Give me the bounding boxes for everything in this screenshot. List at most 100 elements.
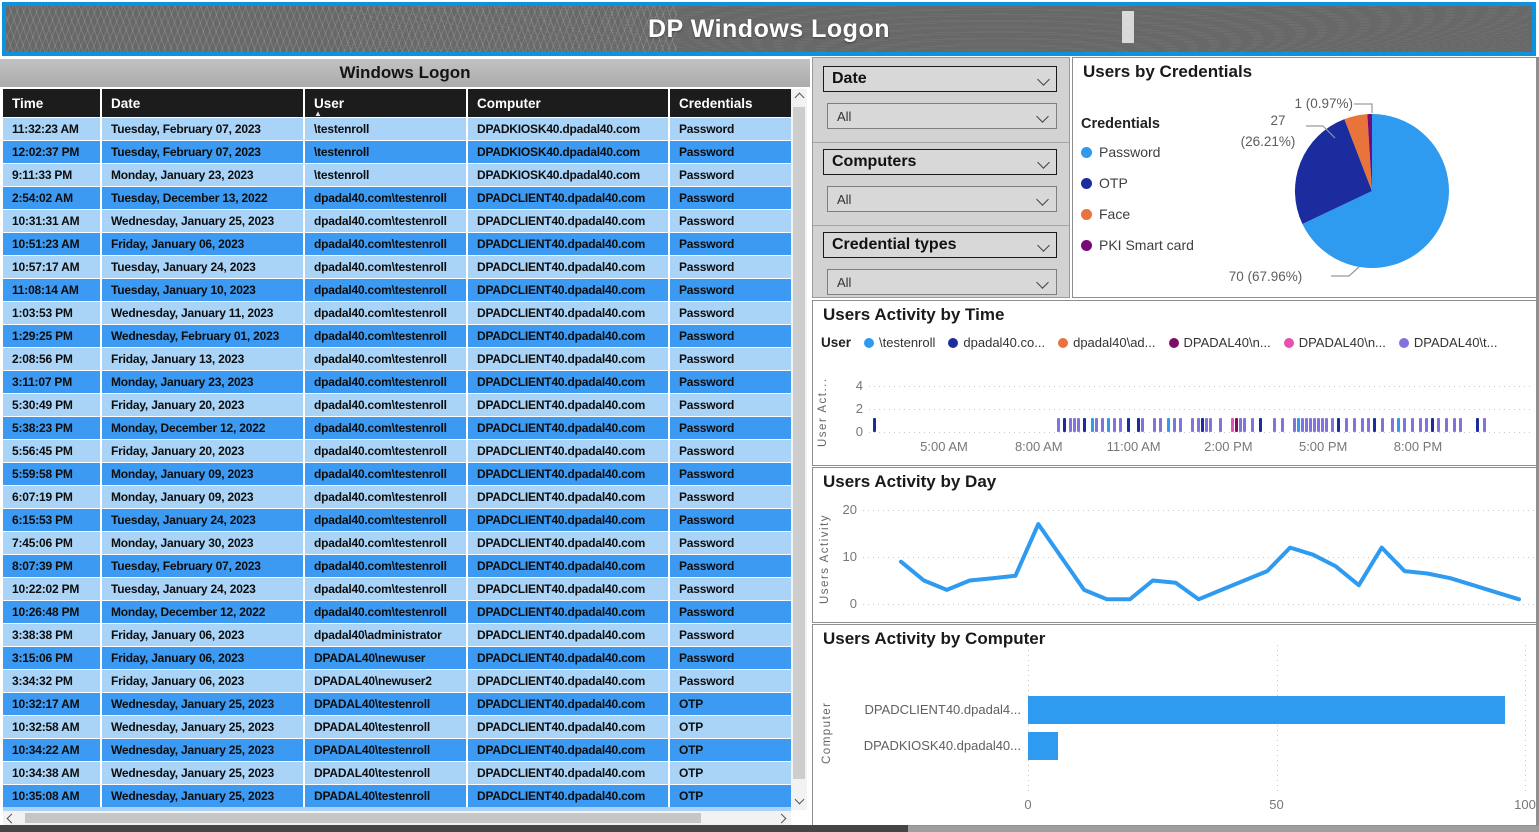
table-cell[interactable]: DPADCLIENT40.dpadal40.com	[468, 670, 668, 692]
table-cell[interactable]: DPADAL40\testenroll	[305, 785, 466, 807]
table-cell[interactable]: Password	[670, 509, 791, 531]
table-cell[interactable]: Monday, December 12, 2022	[102, 601, 303, 623]
pie-legend-item-otp[interactable]: OTP	[1081, 173, 1128, 193]
column-header-user[interactable]: User ▲	[305, 89, 466, 118]
table-cell[interactable]: \testenroll	[305, 164, 466, 186]
table-cell[interactable]: 10:34:38 AM	[3, 762, 100, 784]
table-cell[interactable]: Password	[670, 279, 791, 301]
column-header-credentials[interactable]: Credentials	[670, 89, 791, 117]
table-cell[interactable]: Friday, January 06, 2023	[102, 670, 303, 692]
table-cell[interactable]: Password	[670, 187, 791, 209]
pie-slice-face[interactable]	[1344, 114, 1372, 191]
slicer-credential-types-dropdown[interactable]: All	[827, 269, 1057, 295]
table-cell[interactable]: dpadal40.com\testenroll	[305, 187, 466, 209]
table-cell[interactable]: dpadal40.com\testenroll	[305, 348, 466, 370]
time-data-tick[interactable]	[1201, 418, 1204, 432]
table-cell[interactable]: Wednesday, January 25, 2023	[102, 762, 303, 784]
table-cell[interactable]: DPADCLIENT40.dpadal40.com	[468, 440, 668, 462]
table-cell[interactable]: Password	[670, 463, 791, 485]
table-cell[interactable]: Password	[670, 532, 791, 554]
table-cell[interactable]: Monday, January 09, 2023	[102, 486, 303, 508]
table-cell[interactable]: 2:54:02 AM	[3, 187, 100, 209]
scroll-right-icon[interactable]	[774, 811, 788, 825]
table-cell[interactable]: DPADCLIENT40.dpadal40.com	[468, 187, 668, 209]
pie-legend-item-face[interactable]: Face	[1081, 204, 1130, 224]
table-cell[interactable]: Password	[670, 302, 791, 324]
time-data-tick[interactable]	[1424, 418, 1428, 432]
table-cell[interactable]: dpadal40.com\testenroll	[305, 256, 466, 278]
table-cell[interactable]: DPADCLIENT40.dpadal40.com	[468, 256, 668, 278]
time-data-tick[interactable]	[1325, 418, 1329, 432]
time-data-tick[interactable]	[1345, 418, 1349, 432]
time-data-tick[interactable]	[1127, 418, 1131, 432]
table-cell[interactable]: Monday, January 23, 2023	[102, 164, 303, 186]
table-cell[interactable]: 10:57:17 AM	[3, 256, 100, 278]
table-cell[interactable]: Wednesday, January 11, 2023	[102, 302, 303, 324]
table-cell[interactable]: DPADCLIENT40.dpadal40.com	[468, 302, 668, 324]
time-data-tick[interactable]	[1167, 418, 1171, 432]
table-cell[interactable]: 5:56:45 PM	[3, 440, 100, 462]
pie-legend-item-pki-smart-card[interactable]: PKI Smart card	[1081, 235, 1194, 255]
table-cell[interactable]: DPADCLIENT40.dpadal40.com	[468, 486, 668, 508]
table-cell[interactable]: Tuesday, January 24, 2023	[102, 578, 303, 600]
table-cell[interactable]: DPADAL40\testenroll	[305, 762, 466, 784]
table-cell[interactable]: Tuesday, February 07, 2023	[102, 555, 303, 577]
time-data-tick[interactable]	[1072, 418, 1076, 432]
table-cell[interactable]: 10:34:22 AM	[3, 739, 100, 761]
table-cell[interactable]: Wednesday, January 25, 2023	[102, 785, 303, 807]
table-cell[interactable]: 10:51:23 AM	[3, 233, 100, 255]
table-cell[interactable]: DPADCLIENT40.dpadal40.com	[468, 532, 668, 554]
table-cell[interactable]: DPADCLIENT40.dpadal40.com	[468, 601, 668, 623]
table-cell[interactable]: 8:07:39 PM	[3, 555, 100, 577]
table-cell[interactable]: \testenroll	[305, 141, 466, 163]
time-data-tick[interactable]	[1090, 418, 1094, 432]
banner-slider-handle[interactable]	[1122, 11, 1134, 43]
table-cell[interactable]: dpadal40.com\testenroll	[305, 394, 466, 416]
table-cell[interactable]: Friday, January 13, 2023	[102, 348, 303, 370]
table-cell[interactable]: Password	[670, 164, 791, 186]
table-cell[interactable]: DPADCLIENT40.dpadal40.com	[468, 233, 668, 255]
time-data-tick[interactable]	[1234, 418, 1238, 432]
table-cell[interactable]: DPADCLIENT40.dpadal40.com	[468, 279, 668, 301]
table-cell[interactable]: dpadal40.com\testenroll	[305, 578, 466, 600]
time-data-tick[interactable]	[1430, 418, 1434, 432]
table-cell[interactable]: OTP	[670, 716, 791, 738]
table-cell[interactable]: dpadal40.com\testenroll	[305, 463, 466, 485]
time-data-tick[interactable]	[1301, 418, 1305, 432]
time-data-tick[interactable]	[1173, 418, 1177, 432]
table-cell[interactable]: Password	[670, 670, 791, 692]
table-cell[interactable]: Wednesday, January 25, 2023	[102, 716, 303, 738]
time-data-tick[interactable]	[1372, 418, 1376, 432]
time-data-tick[interactable]	[1390, 418, 1394, 432]
table-cell[interactable]: Password	[670, 394, 791, 416]
table-cell[interactable]: Password	[670, 601, 791, 623]
table-cell[interactable]: \testenroll	[305, 118, 466, 140]
table-cell[interactable]: Wednesday, January 25, 2023	[102, 210, 303, 232]
table-cell[interactable]: DPADKIOSK40.dpadal40.com	[468, 164, 668, 186]
time-data-tick[interactable]	[872, 418, 876, 432]
time-legend-item[interactable]: DPADAL40\n...	[1283, 335, 1386, 350]
table-cell[interactable]: 10:31:31 AM	[3, 210, 100, 232]
table-cell[interactable]: dpadal40.com\testenroll	[305, 233, 466, 255]
time-legend-item[interactable]: dpadal40.co...	[948, 335, 1045, 350]
time-data-tick[interactable]	[1159, 418, 1163, 432]
column-header-time[interactable]: Time	[3, 89, 100, 117]
time-data-tick[interactable]	[1452, 418, 1456, 432]
table-cell[interactable]: DPADCLIENT40.dpadal40.com	[468, 348, 668, 370]
time-data-tick[interactable]	[1100, 418, 1104, 432]
table-cell[interactable]: DPADAL40\testenroll	[305, 716, 466, 738]
table-cell[interactable]: Wednesday, February 01, 2023	[102, 325, 303, 347]
time-data-tick[interactable]	[1094, 418, 1098, 432]
time-legend-item[interactable]: DPADAL40\t...	[1398, 335, 1497, 350]
table-cell[interactable]: 11:08:14 AM	[3, 279, 100, 301]
table-cell[interactable]: DPADCLIENT40.dpadal40.com	[468, 647, 668, 669]
time-data-tick[interactable]	[1082, 418, 1086, 432]
bar-dpadclient40-dpadal4-[interactable]	[1028, 696, 1505, 724]
scroll-up-icon[interactable]	[792, 90, 806, 104]
table-cell[interactable]: Password	[670, 233, 791, 255]
time-data-tick[interactable]	[1250, 418, 1254, 432]
table-cell[interactable]: Tuesday, December 13, 2022	[102, 187, 303, 209]
time-data-tick[interactable]	[1272, 418, 1276, 432]
time-data-tick[interactable]	[1331, 418, 1335, 432]
table-cell[interactable]: Wednesday, January 25, 2023	[102, 693, 303, 715]
